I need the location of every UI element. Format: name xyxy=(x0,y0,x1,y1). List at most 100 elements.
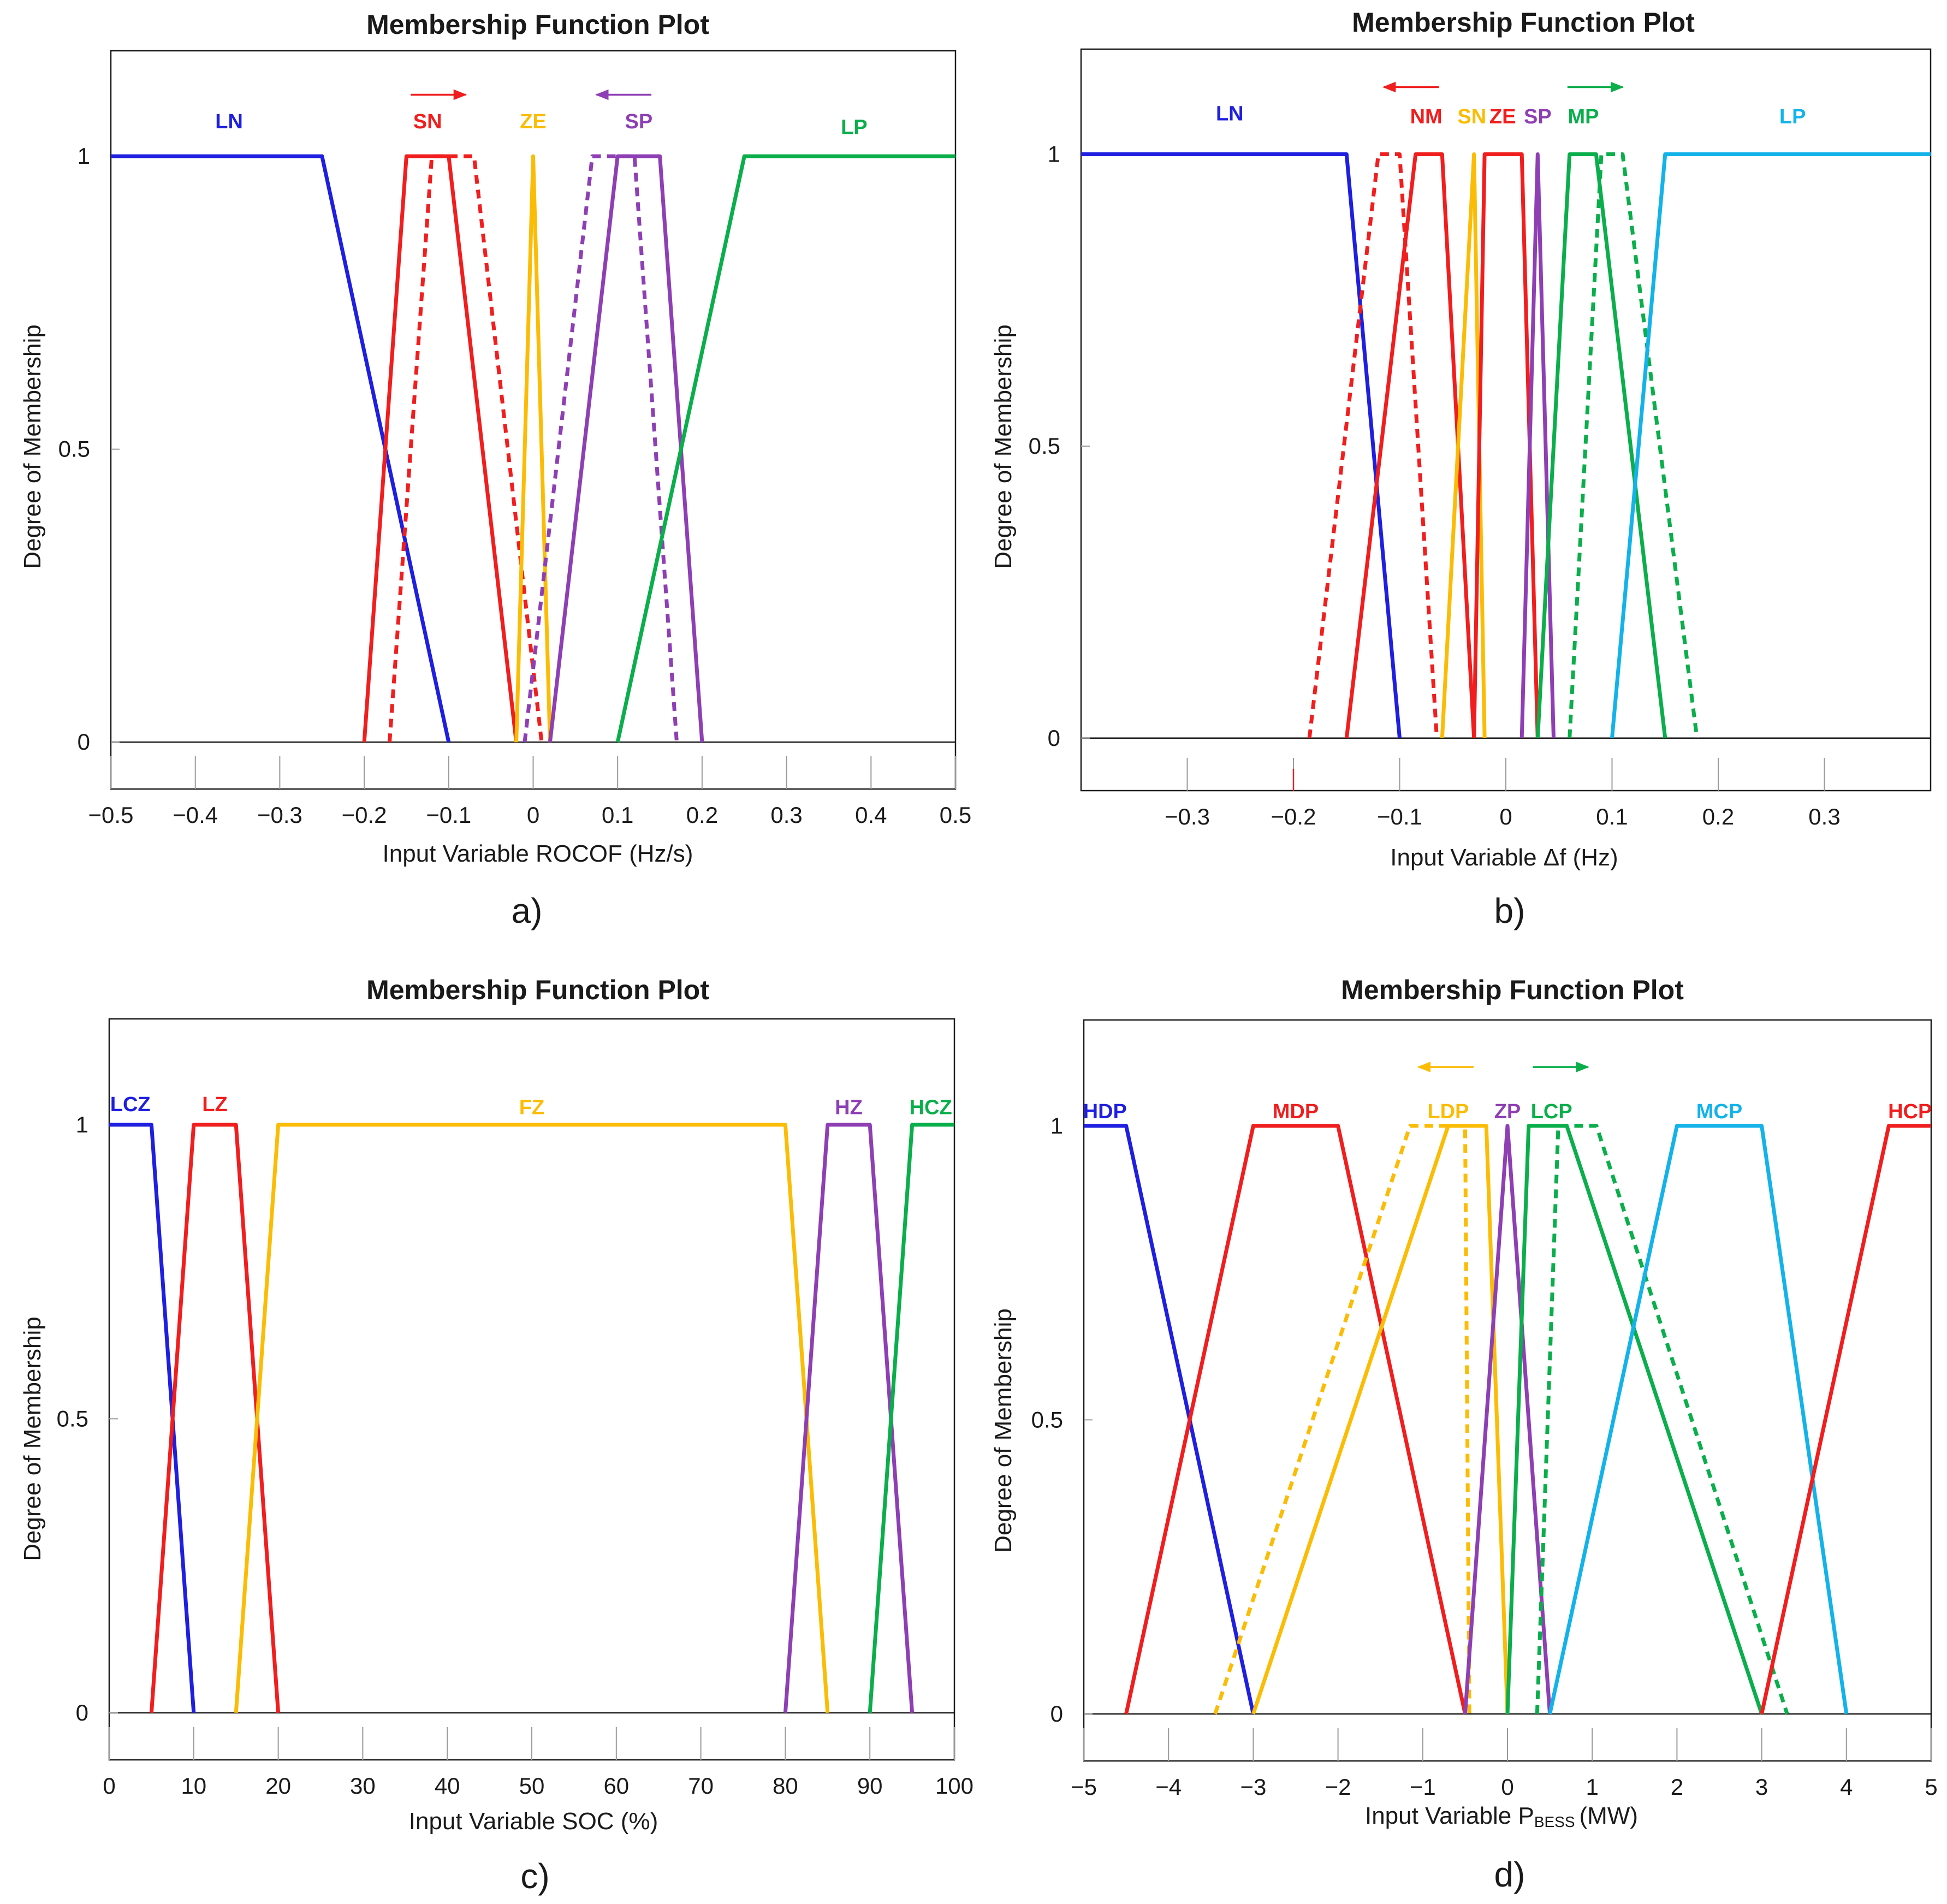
panel-b-series-nm-shifted xyxy=(1307,152,1439,739)
panel-a-ytick-label: 0 xyxy=(78,729,90,755)
panel-b-series-sp xyxy=(1519,152,1556,738)
panel-a-ytick-label: 1 xyxy=(78,143,90,169)
panel-c-mf-label-hcz: HCZ xyxy=(910,1096,952,1119)
panel-b-series-mp xyxy=(1535,152,1667,739)
panel-b-series-ln xyxy=(1081,152,1402,739)
panel-d-title: Membership Function Plot xyxy=(1341,975,1684,1005)
panel-a-xtick-label: 0 xyxy=(527,802,539,828)
panel-c-mf-label-lcz: LCZ xyxy=(110,1093,151,1116)
panel-a-ylabel: Degree of Membership xyxy=(19,324,46,569)
panel-a-label: a) xyxy=(512,891,543,930)
panel-b-series-mp-shifted xyxy=(1568,152,1699,739)
panel-b-ylabel: Degree of Membership xyxy=(990,324,1017,569)
panel-a-xlabel: Input Variable ROCOF (Hz/s) xyxy=(383,840,693,867)
panel-c-xtick-label: 40 xyxy=(435,1773,460,1799)
panel-c-ytick-label: 0.5 xyxy=(57,1405,88,1431)
panel-a-series-sn xyxy=(362,154,519,743)
panel-a-series-sn-shifted xyxy=(388,154,544,743)
panel-d-series-lcp-shifted xyxy=(1535,1124,1789,1715)
panel-c-xtick-label: 10 xyxy=(181,1773,206,1799)
panel-b-ytick-label: 1 xyxy=(1048,141,1060,167)
panel-d-series-hcp xyxy=(1760,1124,1931,1715)
panel-d-mf-label-ldp: LDP xyxy=(1427,1100,1469,1123)
panel-d-series-zp xyxy=(1463,1124,1552,1715)
panel-b-series-sn xyxy=(1440,152,1487,738)
panel-c-xtick-label: 50 xyxy=(519,1773,545,1799)
panel-b-frame xyxy=(1080,48,1932,792)
panel-c-xtick-label: 100 xyxy=(935,1773,974,1799)
panel-d-series-lcp xyxy=(1505,1124,1764,1715)
panel-b: Membership Function Plot −0.3 −0.2 −0.1 0 0.… xyxy=(990,7,1932,930)
panel-a-xtick-label: 0.3 xyxy=(770,802,802,828)
panel-b-plot: −0.3 −0.2 −0.1 0 0.1 0.2 0.3 0 0.5 1 LN NM SN ZE SP MP L… xyxy=(1029,48,1932,829)
panel-c-xtick-label: 0 xyxy=(103,1773,115,1799)
panel-d: Membership Function Plot −5 −4 −3 −2 −1 0 1 2 3 4… xyxy=(990,975,1938,1894)
panel-b-series-lp xyxy=(1610,152,1931,739)
panel-a-series-sp-shifted xyxy=(523,154,679,743)
panel-c-xtick-label: 70 xyxy=(688,1773,714,1799)
panel-d-mf-label-mdp: MDP xyxy=(1273,1100,1319,1123)
panel-a-title: Membership Function Plot xyxy=(366,9,709,40)
panel-d-ytick-label: 0.5 xyxy=(1031,1407,1063,1432)
panel-c-series-lz xyxy=(149,1123,281,1713)
panel-b-series-nm xyxy=(1344,152,1476,739)
panel-b-mf-label-ln: LN xyxy=(1216,103,1244,126)
panel-a-mf-label-sn: SN xyxy=(413,110,442,133)
panel-c-label: c) xyxy=(520,1856,549,1896)
panel-c-xtick-label: 60 xyxy=(603,1773,629,1799)
panel-c-series-hcz xyxy=(868,1123,954,1713)
panel-c-mf-label-lz: LZ xyxy=(202,1093,227,1116)
panel-b-mf-label-mp: MP xyxy=(1568,105,1599,128)
panel-b-ytick-label: 0.5 xyxy=(1029,433,1060,459)
panel-b-xtick-label: 0.2 xyxy=(1702,804,1734,829)
panel-d-mf-label-lcp: LCP xyxy=(1531,1100,1572,1123)
panel-a-xtick-label: 0.4 xyxy=(855,802,887,828)
panel-b-xtick-label: 0 xyxy=(1499,804,1512,829)
panel-d-xtick-label: −2 xyxy=(1325,1774,1351,1800)
panel-c-series-hz xyxy=(783,1123,915,1713)
panel-d-xtick-label: −5 xyxy=(1071,1774,1097,1800)
panel-a-xtick-label: −0.4 xyxy=(173,802,218,828)
panel-d-ytick-label: 0 xyxy=(1050,1701,1063,1727)
panel-b-mf-label-lp: LP xyxy=(1779,105,1806,128)
panel-d-xtick-label: 0 xyxy=(1501,1774,1513,1800)
panel-b-mf-label-nm: NM xyxy=(1410,105,1443,128)
panel-d-xtick-label: 4 xyxy=(1840,1774,1853,1800)
panel-a-series-ln xyxy=(111,154,451,743)
panel-a-xtick-label: −0.1 xyxy=(426,802,471,828)
panel-a-mf-label-ln: LN xyxy=(215,110,243,133)
panel-d-xtick-label: 1 xyxy=(1586,1774,1599,1800)
panel-b-xtick-label: −0.3 xyxy=(1165,804,1210,829)
panel-a-xtick-label: −0.5 xyxy=(88,802,134,828)
panel-d-series-hdp xyxy=(1084,1124,1255,1715)
panel-a-xtick-label: 0.2 xyxy=(686,802,718,828)
panel-d-xtick-label: 3 xyxy=(1755,1774,1768,1800)
panel-a-xtick-label: −0.2 xyxy=(342,802,387,828)
panel-c-ytick-label: 0 xyxy=(76,1700,88,1725)
panel-a-ytick-label: 0.5 xyxy=(58,436,90,462)
panel-d-mf-label-mcp: MCP xyxy=(1696,1100,1742,1123)
panel-b-xtick-label: 0.1 xyxy=(1596,804,1628,829)
panel-d-mf-label-hdp: HDP xyxy=(1083,1100,1127,1123)
panel-b-mf-label-ze: ZE xyxy=(1489,105,1516,128)
panel-a-mf-label-lp: LP xyxy=(841,116,868,139)
panel-b-xlabel: Input Variable Δf (Hz) xyxy=(1390,844,1618,871)
panel-b-label: b) xyxy=(1494,891,1525,930)
panel-c-xtick-label: 80 xyxy=(773,1773,798,1799)
panel-a-mf-label-sp: SP xyxy=(625,110,653,133)
panel-c-series-lcz xyxy=(109,1123,196,1713)
panel-a-xtick-label: −0.3 xyxy=(257,802,302,828)
panel-d-mf-label-hcp: HCP xyxy=(1888,1100,1932,1123)
panel-c-series-fz xyxy=(234,1123,830,1713)
panel-c-ytick-label: 1 xyxy=(76,1112,88,1137)
panel-c-mf-label-fz: FZ xyxy=(519,1096,544,1119)
panel-a-series-lp xyxy=(615,154,955,743)
panel-d-xlabel: Input Variable PBESS (MW) xyxy=(1365,1802,1638,1830)
panel-a-xtick-label: 0.1 xyxy=(602,802,633,828)
panel-a: Membership Function Plot −0.5 −0.4 −0.3 −0.… xyxy=(19,9,971,930)
panel-d-series-mdp xyxy=(1124,1124,1467,1715)
panel-d-mf-label-zp: ZP xyxy=(1494,1100,1521,1123)
panel-c-title: Membership Function Plot xyxy=(366,975,709,1005)
panel-c-xtick-label: 30 xyxy=(350,1773,376,1799)
